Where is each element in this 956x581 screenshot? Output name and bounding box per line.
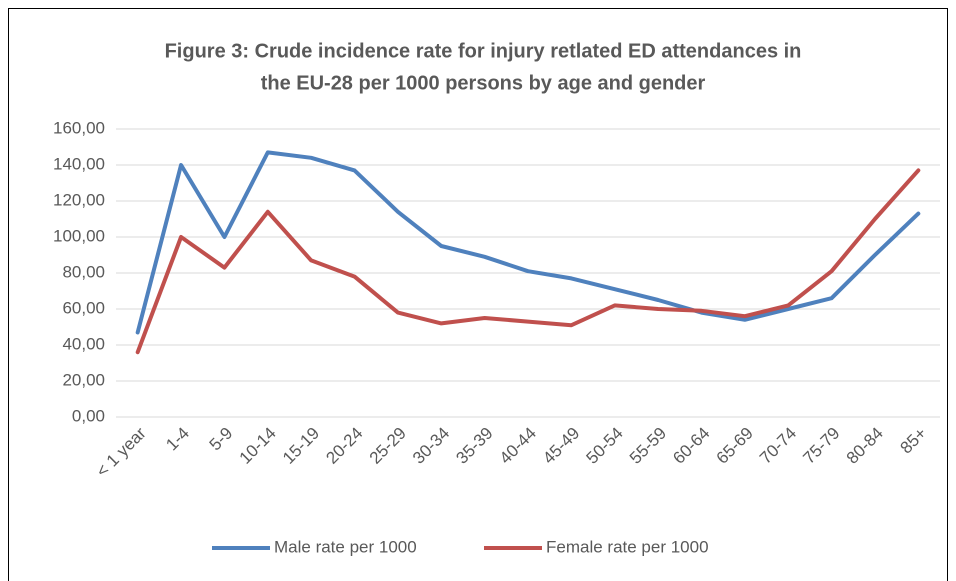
y-tick-label: 100,00: [53, 226, 105, 245]
legend-label: Female rate per 1000: [546, 537, 709, 556]
y-tick-label: 120,00: [53, 190, 105, 209]
series-line: [135, 168, 921, 355]
y-tick-label: 0,00: [72, 406, 105, 425]
y-tick-label: 160,00: [53, 118, 105, 137]
y-tick-label: 40,00: [62, 334, 105, 353]
y-tick-label: 80,00: [62, 262, 105, 281]
chart-frame: [8, 8, 948, 581]
chart-title: Figure 3: Crude incidence rate for injur…: [165, 40, 802, 62]
legend-label: Male rate per 1000: [274, 537, 417, 556]
y-tick-label: 20,00: [62, 370, 105, 389]
series-line: [135, 150, 921, 335]
chart-title: the EU-28 per 1000 persons by age and ge…: [261, 72, 706, 94]
y-tick-label: 60,00: [62, 298, 105, 317]
y-tick-label: 140,00: [53, 154, 105, 173]
